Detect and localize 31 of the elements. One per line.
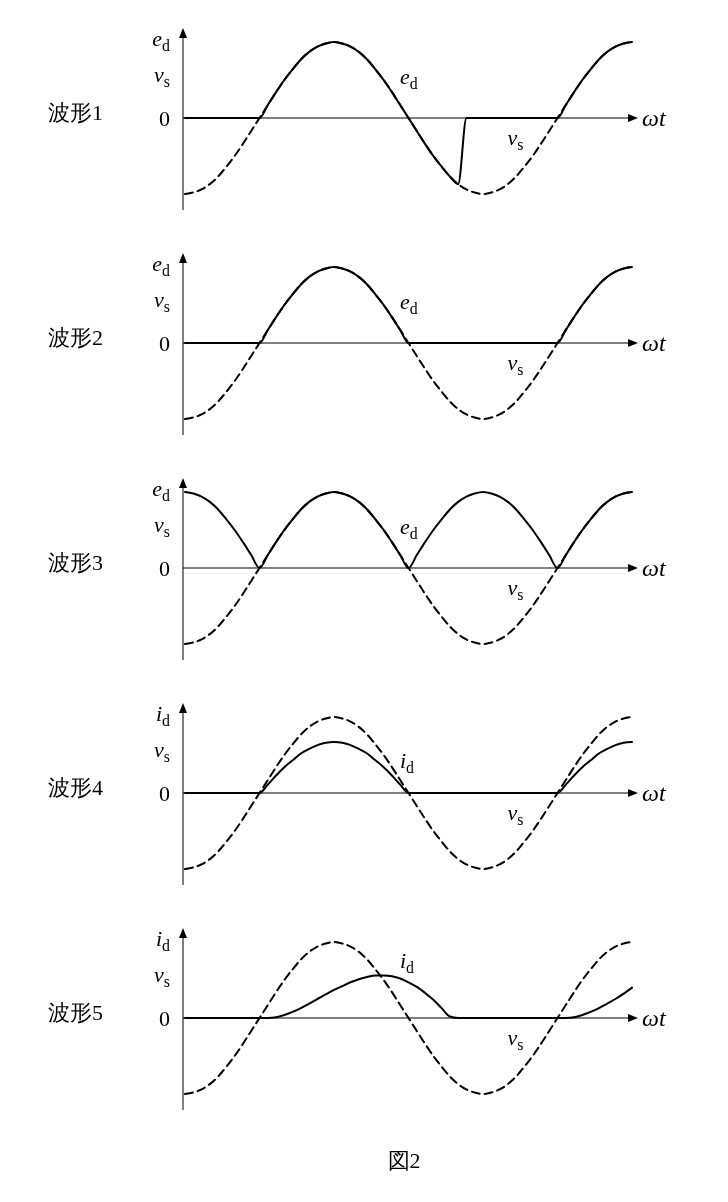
x-axis-title: ωt bbox=[642, 1005, 667, 1031]
series-label: e$_{d}$ bbox=[399, 64, 418, 92]
series-label: v$_{s}$ bbox=[507, 350, 524, 379]
text: 波形5 bbox=[48, 1000, 103, 1025]
text: 波形4 bbox=[48, 775, 103, 800]
x-axis-title: ωt bbox=[642, 555, 667, 581]
y-axis-title: i$_{d}$ v$_{s}$ bbox=[154, 701, 171, 765]
x-axis-title: ωt bbox=[642, 330, 667, 356]
x-axis-title: ωt bbox=[642, 105, 667, 131]
series-label: v$_{s}$ bbox=[507, 125, 524, 154]
y-axis-title: e$_{d}$ v$_{s}$ bbox=[152, 26, 171, 90]
text: 0 bbox=[159, 331, 170, 356]
y-axis-title: e$_{d}$ v$_{s}$ bbox=[152, 476, 171, 540]
series-label: v$_{s}$ bbox=[507, 575, 524, 604]
series-label: e$_{d}$ bbox=[399, 289, 418, 317]
caption: 図2 bbox=[387, 1148, 421, 1173]
text: 0 bbox=[159, 781, 170, 806]
text: 波形3 bbox=[48, 550, 103, 575]
y-axis-title: e$_{d}$ v$_{s}$ bbox=[152, 251, 171, 315]
text: 波形2 bbox=[48, 325, 103, 350]
series-label: i$_{d}$ bbox=[399, 747, 415, 776]
series-label: v$_{s}$ bbox=[507, 1025, 524, 1054]
series-label: v$_{s}$ bbox=[507, 800, 524, 829]
text: 0 bbox=[159, 1006, 170, 1031]
text: 0 bbox=[159, 556, 170, 581]
text: 波形1 bbox=[48, 100, 103, 125]
text: 0 bbox=[159, 106, 170, 131]
x-axis-title: ωt bbox=[642, 780, 667, 806]
y-axis-title: i$_{d}$ v$_{s}$ bbox=[154, 926, 171, 990]
series-label: e$_{d}$ bbox=[399, 514, 418, 542]
series-label: i$_{d}$ bbox=[399, 948, 415, 976]
